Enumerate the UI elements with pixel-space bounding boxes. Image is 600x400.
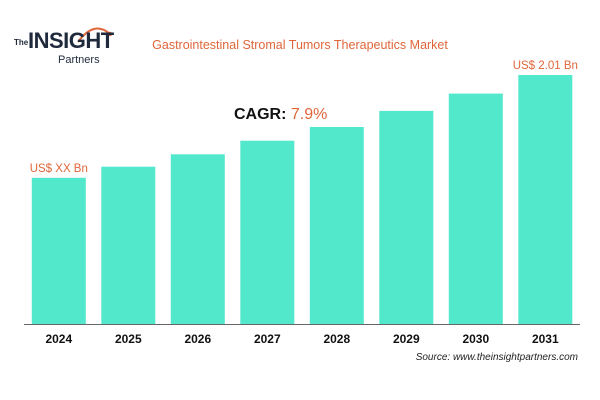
x-tick-2030: 2030 — [462, 332, 489, 346]
bar-2027 — [240, 140, 295, 324]
source-note: Source: www.theinsightpartners.com — [415, 352, 578, 363]
logo-partners-text: Partners — [58, 54, 100, 66]
x-tick-2031: 2031 — [532, 332, 559, 346]
bar-2029 — [379, 110, 434, 325]
bar-2030 — [448, 93, 503, 324]
x-tick-2028: 2028 — [323, 332, 350, 346]
bar-2031 — [518, 75, 573, 324]
cagr-value: 7.9% — [290, 106, 328, 123]
cagr-label: CAGR: — [234, 106, 287, 123]
chart-title: Gastrointestinal Stromal Tumors Therapeu… — [152, 38, 448, 52]
x-tick-2027: 2027 — [254, 332, 281, 346]
logo-the-text: The — [14, 38, 29, 47]
bar-2028 — [309, 127, 364, 324]
cagr-annotation: CAGR: 7.9% — [234, 106, 327, 124]
value-label-2024: US$ XX Bn — [30, 163, 88, 175]
x-tick-2026: 2026 — [184, 332, 211, 346]
logo-insight-text: INSIGHT — [28, 28, 114, 53]
value-label-2031: US$ 2.01 Bn — [513, 60, 578, 72]
brand-logo: The INSIGHT Partners — [14, 24, 114, 76]
x-tick-2025: 2025 — [115, 332, 142, 346]
bar-2024 — [31, 177, 86, 324]
bar-2025 — [101, 166, 156, 324]
x-tick-2024: 2024 — [45, 332, 72, 346]
x-tick-2029: 2029 — [393, 332, 420, 346]
bar-2026 — [170, 154, 225, 324]
logo-arc-icon — [77, 27, 113, 43]
